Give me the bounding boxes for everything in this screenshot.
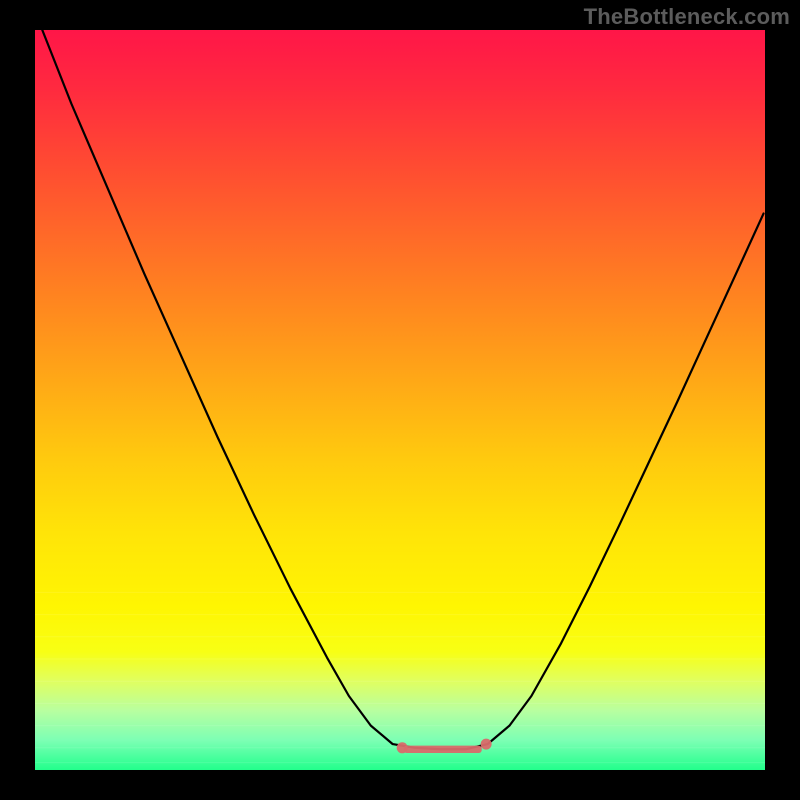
watermark-text: TheBottleneck.com	[584, 4, 790, 30]
valley-dot-right	[481, 739, 492, 750]
chart-container: TheBottleneck.com	[0, 0, 800, 800]
valley-highlight-bar	[404, 746, 482, 753]
valley-dot-left	[397, 742, 408, 753]
bottleneck-chart	[0, 0, 800, 800]
